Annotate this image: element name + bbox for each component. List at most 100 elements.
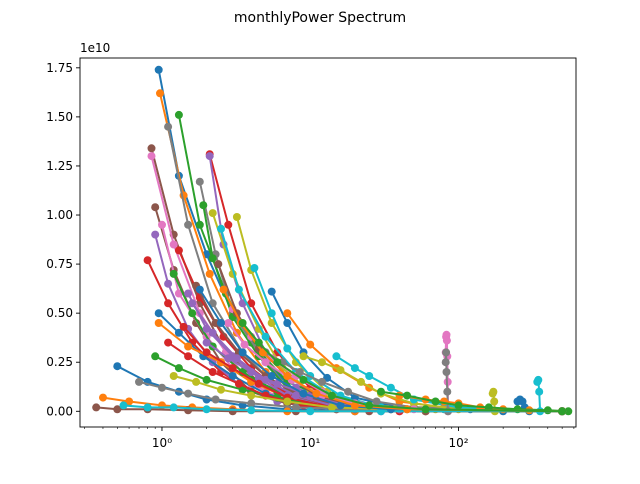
data-point: [350, 364, 359, 373]
x-tick-label: 10⁰: [152, 436, 172, 450]
data-point: [336, 401, 345, 410]
data-point: [224, 354, 233, 363]
y-axis-offset-label: 1e10: [80, 41, 110, 55]
data-point: [312, 389, 321, 398]
data-point: [299, 352, 308, 361]
data-point: [154, 319, 163, 327]
data-point: [247, 299, 256, 308]
series-layer: [92, 65, 573, 416]
data-point: [564, 407, 573, 416]
data-point: [184, 342, 193, 351]
data-point: [254, 338, 263, 347]
data-point: [179, 322, 188, 331]
data-point: [188, 309, 197, 318]
data-point: [534, 375, 543, 384]
data-point: [261, 358, 270, 367]
data-point: [443, 387, 452, 396]
data-point: [174, 328, 183, 337]
data-point: [195, 285, 204, 294]
series-line: [138, 380, 563, 413]
data-point: [192, 377, 201, 386]
data-point: [247, 399, 256, 408]
data-point: [267, 309, 276, 318]
data-point: [386, 383, 395, 392]
data-point: [454, 401, 463, 410]
data-point: [202, 405, 211, 414]
data-point: [208, 328, 217, 337]
data-point: [431, 397, 440, 406]
data-point: [327, 391, 336, 400]
data-point: [490, 397, 499, 406]
data-point: [169, 372, 178, 380]
data-point: [273, 358, 282, 367]
data-point: [250, 264, 259, 272]
data-point: [442, 348, 451, 357]
data-point: [306, 340, 315, 349]
data-point: [232, 213, 241, 221]
series-47: [135, 377, 567, 416]
data-point: [202, 375, 211, 384]
data-point: [535, 387, 544, 396]
plot-area-frame: [79, 57, 577, 428]
y-tick-label: 0.50: [46, 306, 73, 320]
data-point: [143, 403, 152, 412]
data-point: [247, 391, 256, 400]
data-point: [113, 362, 122, 371]
data-point: [184, 289, 193, 298]
data-point: [188, 299, 197, 308]
data-point: [169, 240, 178, 249]
data-point: [164, 279, 173, 288]
data-point: [158, 220, 166, 229]
data-point: [232, 354, 241, 363]
y-tick-label: 0.25: [46, 355, 73, 369]
data-point: [344, 387, 353, 396]
data-point: [489, 387, 498, 396]
data-point: [442, 330, 451, 339]
data-point: [151, 203, 160, 212]
data-point: [174, 246, 183, 255]
data-point: [247, 406, 256, 415]
data-point: [254, 379, 263, 388]
series-52: [238, 319, 567, 416]
data-point: [403, 391, 412, 400]
data-point: [219, 285, 228, 294]
data-point: [228, 407, 237, 416]
data-point: [147, 152, 156, 161]
data-point: [238, 319, 247, 327]
data-point: [283, 372, 292, 380]
data-point: [158, 383, 166, 392]
y-tick-label: 1.00: [46, 208, 73, 222]
data-point: [199, 201, 208, 210]
series-line: [241, 322, 563, 413]
data-point: [156, 89, 164, 98]
data-point: [202, 338, 211, 347]
data-point: [184, 389, 193, 398]
y-tick-label: 1.75: [46, 61, 73, 75]
data-point: [441, 358, 450, 367]
data-point: [174, 364, 183, 373]
data-point: [217, 224, 225, 233]
series-6: [147, 152, 567, 416]
data-point: [164, 338, 173, 347]
data-point: [208, 254, 217, 263]
data-point: [318, 358, 326, 367]
data-point: [164, 299, 173, 308]
data-point: [261, 375, 270, 384]
data-point: [151, 230, 160, 239]
data-point: [119, 401, 128, 410]
data-point: [195, 220, 204, 229]
data-point: [214, 260, 223, 269]
data-point: [350, 401, 359, 410]
data-point: [224, 220, 233, 229]
data-point: [174, 110, 183, 119]
data-point: [238, 385, 247, 394]
data-point: [283, 344, 292, 353]
data-point: [202, 348, 211, 357]
x-axis: 10⁰ 10¹ 10²: [84, 427, 575, 450]
y-tick-label: 1.25: [46, 159, 73, 173]
data-point: [442, 368, 451, 376]
data-point: [184, 220, 193, 229]
data-point: [240, 340, 249, 349]
data-point: [151, 352, 160, 361]
